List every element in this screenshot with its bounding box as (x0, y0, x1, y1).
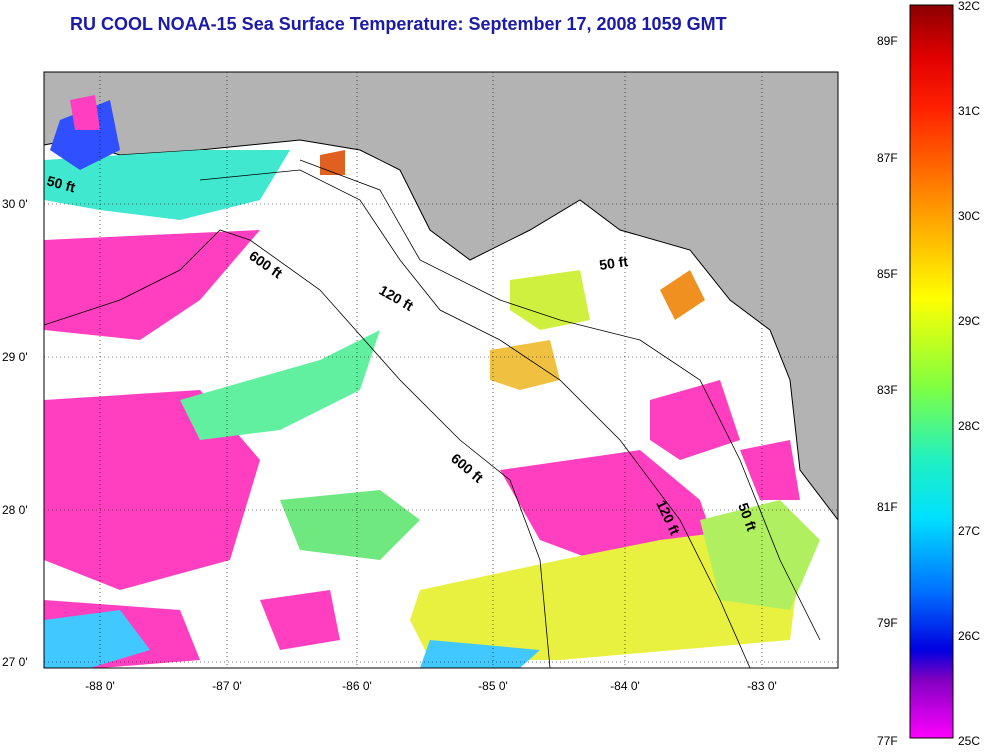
sst-data (44, 95, 820, 668)
colorbar-celsius-labels: 32C 31C 30C 29C 28C 27C 26C 25C (958, 0, 980, 748)
fahrenheit-label: 83F (877, 383, 898, 397)
colorbar: 32C 31C 30C 29C 28C 27C 26C 25C 89F 87F … (877, 0, 980, 748)
fahrenheit-label: 79F (877, 616, 898, 630)
fahrenheit-label: 81F (877, 500, 898, 514)
latitude-labels: 30 0' 29 0' 28 0' 27 0' (2, 197, 28, 669)
celsius-label: 29C (958, 314, 980, 328)
celsius-label: 31C (958, 104, 980, 118)
fahrenheit-label: 89F (877, 34, 898, 48)
map-area (44, 72, 838, 668)
graticule (44, 72, 838, 668)
lat-label: 27 0' (2, 655, 28, 669)
fahrenheit-label: 87F (877, 151, 898, 165)
lat-label: 28 0' (2, 503, 28, 517)
celsius-label: 32C (958, 0, 980, 13)
lon-label: -88 0' (85, 679, 115, 693)
lon-label: -84 0' (610, 679, 640, 693)
colorbar-fahrenheit-labels: 89F 87F 85F 83F 81F 79F 77F (877, 34, 898, 748)
contour-label: 50 ft (598, 253, 629, 273)
lon-label: -86 0' (342, 679, 372, 693)
celsius-label: 27C (958, 524, 980, 538)
fahrenheit-label: 77F (877, 734, 898, 748)
celsius-label: 26C (958, 629, 980, 643)
map-title: RU COOL NOAA-15 Sea Surface Temperature:… (70, 14, 727, 34)
celsius-label: 25C (958, 734, 980, 748)
longitude-labels: -88 0' -87 0' -86 0' -85 0' -84 0' -83 0… (85, 679, 777, 693)
lat-label: 29 0' (2, 350, 28, 364)
celsius-label: 30C (958, 209, 980, 223)
lat-label: 30 0' (2, 197, 28, 211)
contour-label: 50 ft (45, 172, 77, 195)
coastline (44, 139, 838, 521)
celsius-label: 28C (958, 419, 980, 433)
lon-label: -85 0' (478, 679, 508, 693)
map-frame (43, 71, 839, 669)
land-area (44, 72, 838, 520)
lon-label: -83 0' (747, 679, 777, 693)
colorbar-gradient (909, 4, 954, 739)
fahrenheit-label: 85F (877, 267, 898, 281)
lon-label: -87 0' (212, 679, 242, 693)
